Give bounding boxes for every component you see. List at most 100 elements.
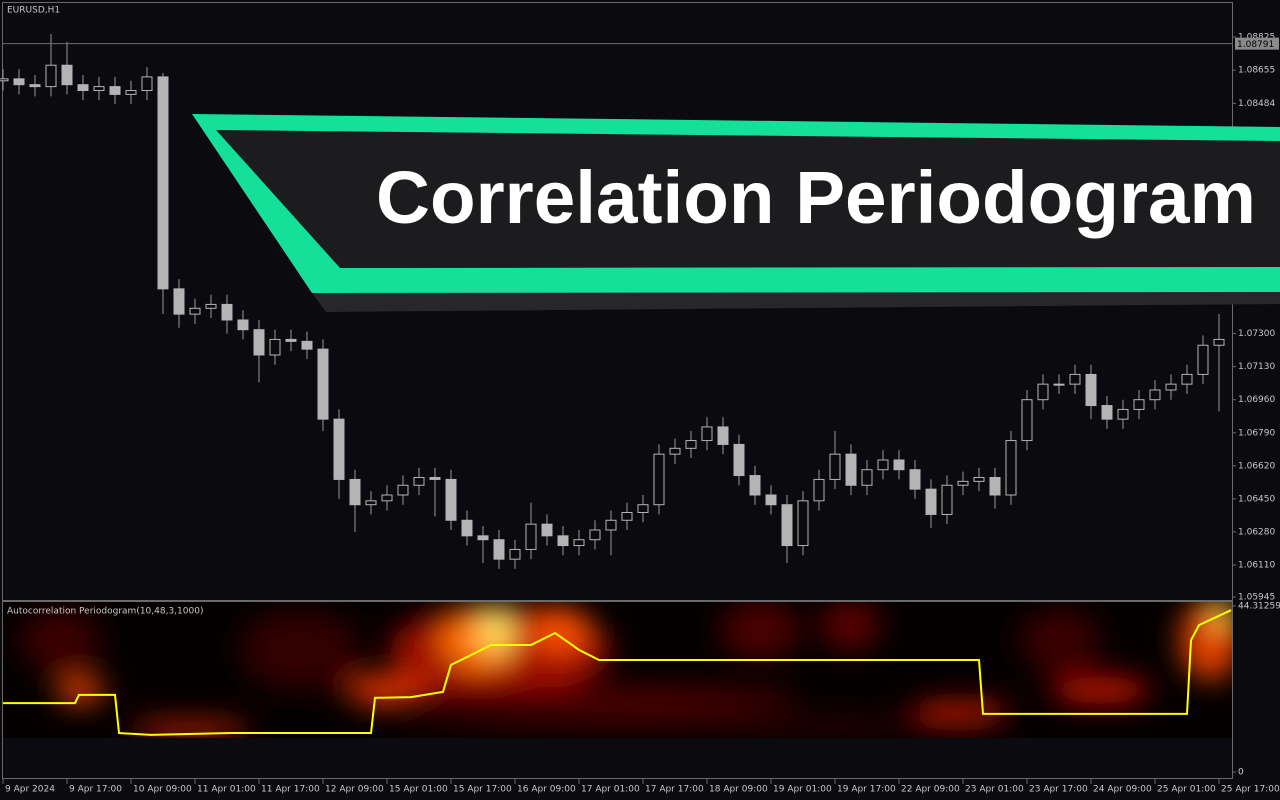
candle-body — [813, 478, 825, 502]
x-tick-label: 23 Apr 17:00 — [1029, 785, 1088, 795]
candle-body — [525, 523, 537, 550]
indicator-label: Autocorrelation Periodogram(10,48,3,1000… — [7, 607, 203, 617]
candle-body — [845, 453, 857, 486]
x-tick-label: 16 Apr 09:00 — [517, 785, 576, 795]
candle-body — [1149, 389, 1161, 401]
candle-body — [893, 459, 905, 471]
candle-body — [509, 548, 521, 560]
candle-body — [109, 86, 121, 95]
candle-body — [829, 453, 841, 480]
y-tick-label: 1.08825 — [1238, 33, 1275, 43]
candle-body — [781, 504, 793, 547]
candle-body — [861, 469, 873, 486]
candle-body — [253, 329, 265, 356]
y-tick-label: 1.06450 — [1238, 494, 1275, 504]
candle-body — [397, 484, 409, 496]
candle-body — [349, 478, 361, 506]
y-tick-label: 1.06960 — [1238, 395, 1275, 405]
x-tick-label: 17 Apr 17:00 — [645, 785, 704, 795]
candle-body — [157, 76, 169, 290]
candle-body — [733, 443, 745, 477]
candle-body — [285, 338, 297, 342]
x-tick-label: 12 Apr 09:00 — [325, 785, 384, 795]
indicator-line — [3, 609, 1232, 736]
x-tick-label: 17 Apr 01:00 — [581, 785, 640, 795]
x-tick-label: 22 Apr 09:00 — [901, 785, 960, 795]
candle-body — [573, 539, 585, 547]
y-tick-label: 44.31259 — [1238, 602, 1280, 612]
y-tick-label: 1.06620 — [1238, 461, 1275, 471]
candle-body — [637, 504, 649, 513]
candle-body — [205, 303, 217, 309]
candle-body — [301, 340, 313, 350]
candle-body — [1165, 383, 1177, 391]
candle-body — [125, 90, 137, 95]
y-tick-label: 1.08655 — [1238, 66, 1275, 76]
candle-body — [541, 523, 553, 537]
banner-title: Correlation Periodogram — [376, 156, 1256, 239]
x-tick-label: 18 Apr 09:00 — [709, 785, 768, 795]
candle-body — [957, 480, 969, 486]
candle-body — [557, 535, 569, 547]
candle-body — [701, 426, 713, 442]
candle-body — [669, 447, 681, 455]
candle-body — [13, 78, 25, 86]
x-tick-label: 24 Apr 09:00 — [1093, 785, 1152, 795]
candle-body — [1053, 383, 1065, 386]
candle-body — [621, 511, 633, 521]
candle-body — [1005, 440, 1017, 496]
candle-body — [93, 86, 105, 92]
y-tick-label: 0 — [1238, 768, 1244, 778]
x-tick-label: 15 Apr 17:00 — [453, 785, 512, 795]
price-label-box — [1235, 37, 1279, 50]
candle-body — [605, 519, 617, 531]
candle-body — [1101, 405, 1113, 420]
y-tick-label: 1.06790 — [1238, 428, 1275, 438]
x-tick-label: 19 Apr 01:00 — [773, 785, 832, 795]
x-tick-label: 11 Apr 01:00 — [197, 785, 256, 795]
candle-body — [589, 529, 601, 541]
candle-body — [1021, 399, 1033, 442]
candle-body — [1069, 373, 1081, 385]
candle-body — [1085, 373, 1097, 407]
candle-body — [237, 319, 249, 331]
candle-body — [413, 476, 425, 486]
y-tick-label: 1.05945 — [1238, 593, 1275, 603]
x-tick-label: 25 Apr 01:00 — [1157, 785, 1216, 795]
indicator-panel-frame — [2, 601, 1233, 779]
candle-body — [141, 76, 153, 92]
candle-body — [717, 426, 729, 445]
candle-body — [0, 78, 9, 82]
candle-body — [765, 494, 777, 506]
candle-body — [77, 84, 89, 92]
candle-body — [1037, 383, 1049, 401]
candle-body — [221, 303, 233, 321]
candle-body — [877, 459, 889, 471]
y-tick-label: 1.07300 — [1238, 329, 1275, 339]
candle-body — [317, 348, 329, 420]
banner-panel — [216, 130, 1280, 268]
candle-body — [925, 488, 937, 515]
candle-body — [1117, 408, 1129, 420]
y-tick-label: 1.06280 — [1238, 527, 1275, 537]
candle-body — [429, 476, 441, 480]
candle-body — [1181, 373, 1193, 385]
plot-layer: 1.088251.086551.084841.074701.073001.071… — [0, 33, 1280, 795]
x-tick-label: 15 Apr 01:00 — [389, 785, 448, 795]
candle-body — [365, 500, 377, 506]
candle-body — [189, 307, 201, 315]
heatmap — [3, 602, 1232, 738]
banner-shadow — [312, 290, 1280, 312]
candle-body — [445, 478, 457, 521]
candle-body — [797, 500, 809, 547]
y-tick-label: 1.08484 — [1238, 99, 1275, 109]
candle-body — [477, 535, 489, 541]
candle-body — [1197, 344, 1209, 375]
x-tick-label: 9 Apr 2024 — [5, 785, 55, 795]
candle-body — [333, 418, 345, 480]
x-tick-label: 25 Apr 17:00 — [1221, 785, 1280, 795]
symbol-label: EURUSD,H1 — [7, 6, 60, 16]
x-tick-label: 10 Apr 09:00 — [133, 785, 192, 795]
candle-body — [749, 475, 761, 496]
